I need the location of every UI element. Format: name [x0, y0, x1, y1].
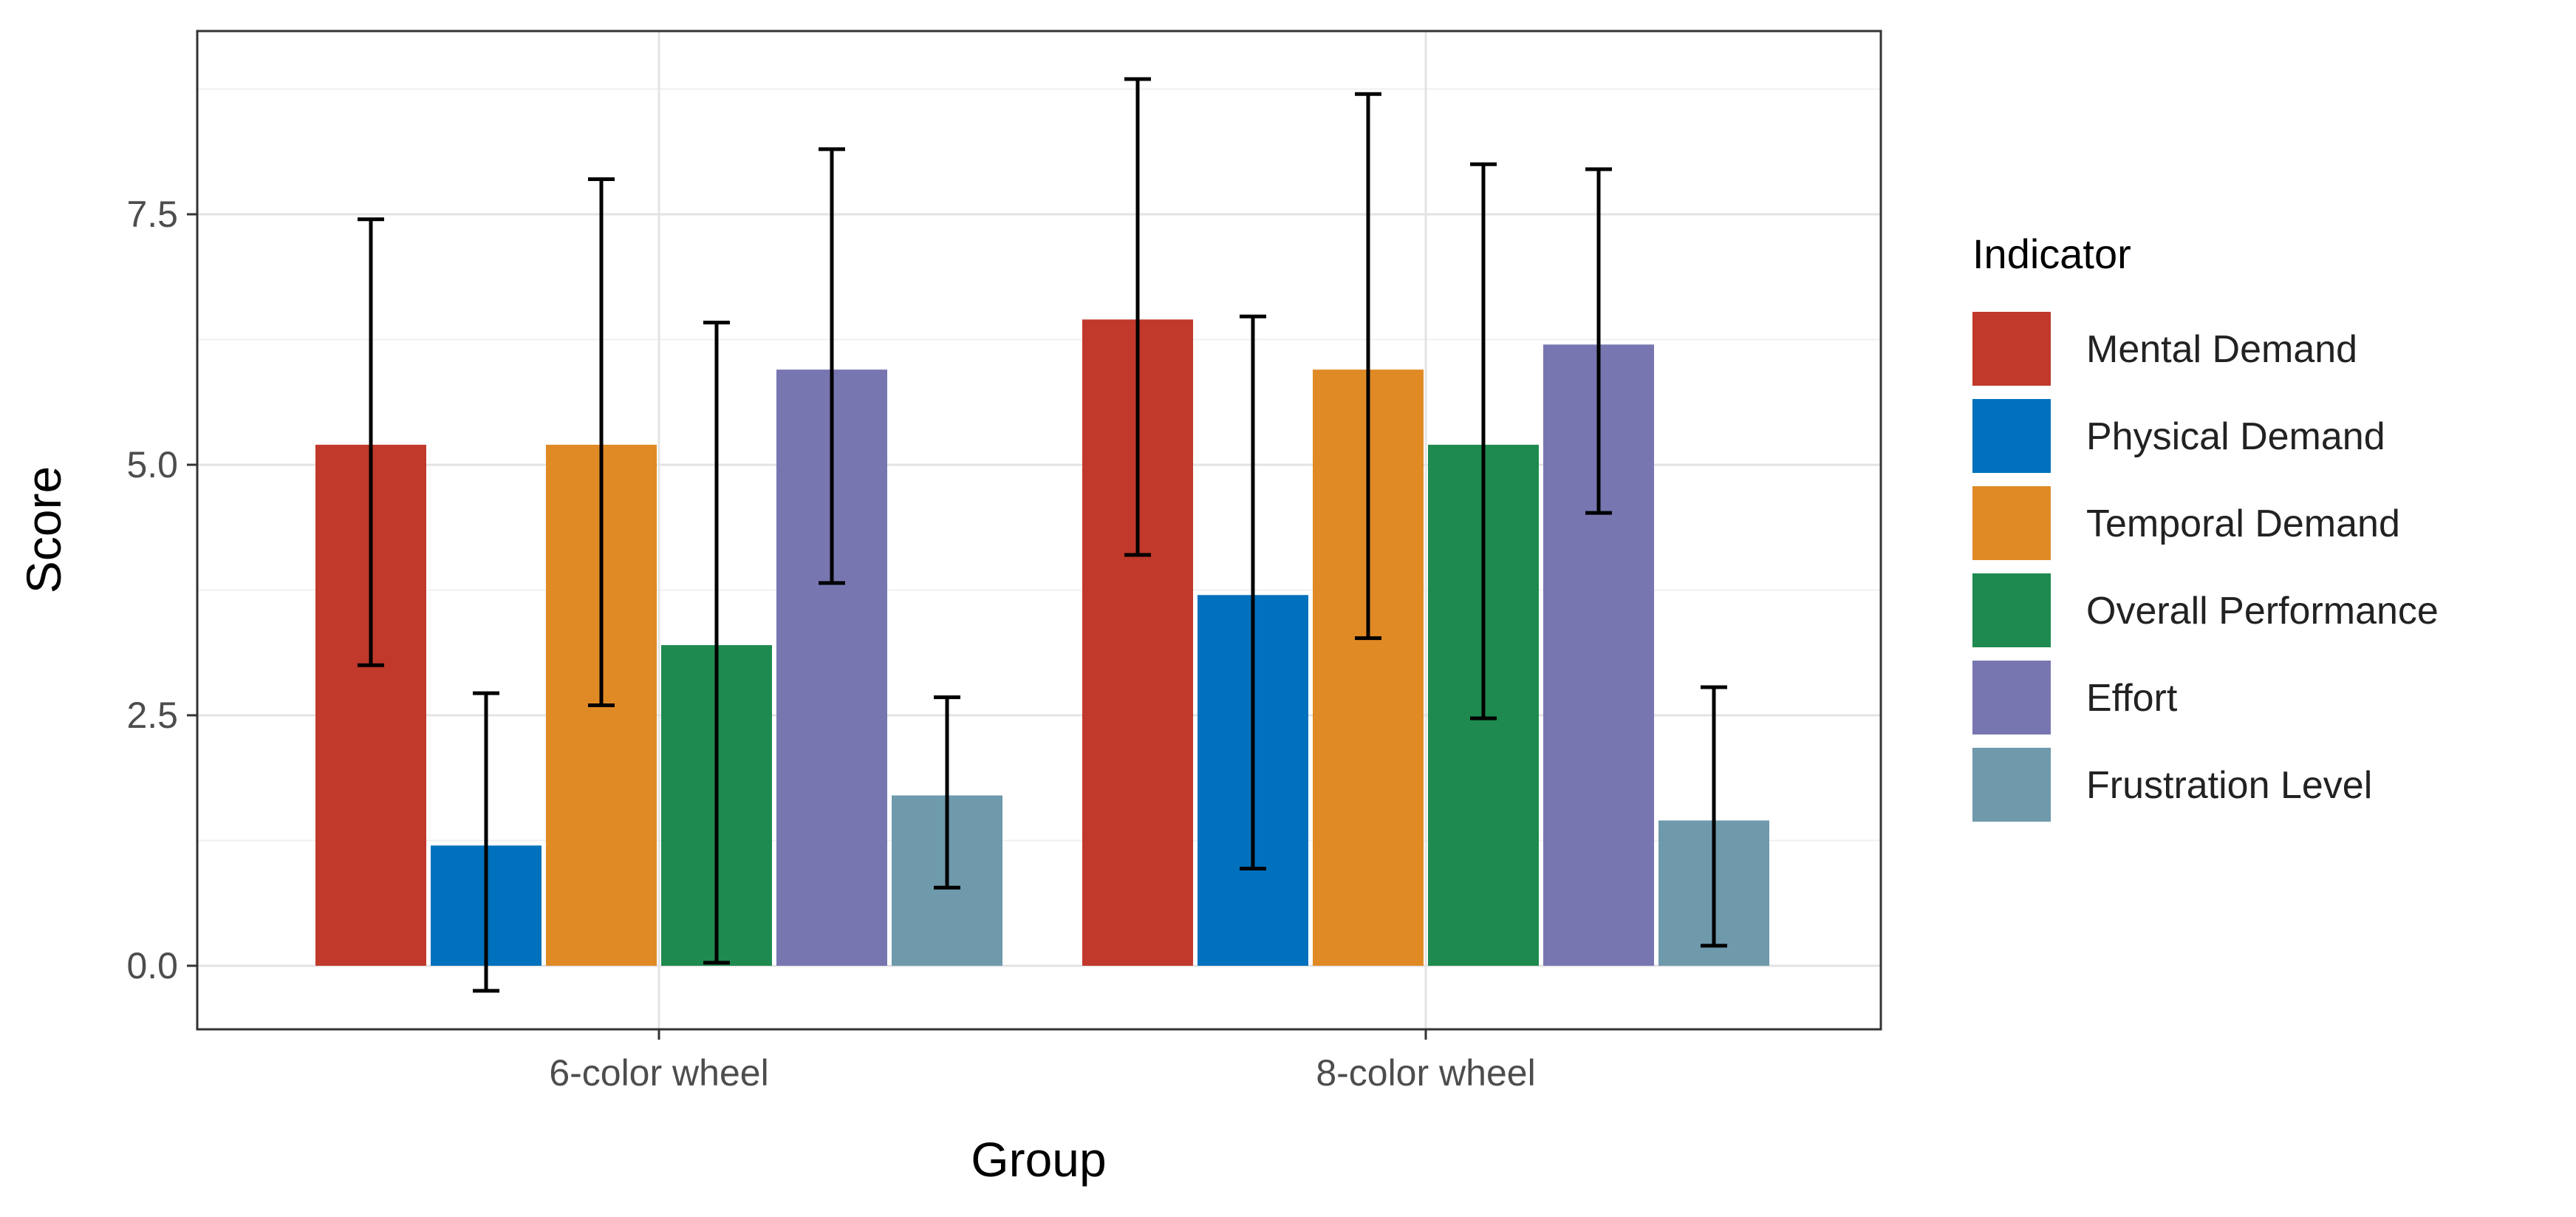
x-axis-title: Group [971, 1132, 1106, 1187]
x-tick-label: 6-color wheel [549, 1052, 768, 1094]
legend-title: Indicator [1972, 231, 2131, 277]
y-tick-label: 7.5 [126, 194, 178, 235]
legend-label-overall-performance: Overall Performance [2086, 590, 2439, 633]
legend-item-temporal-demand: Temporal Demand [1972, 486, 2400, 560]
legend-key-mental-demand [1972, 312, 2051, 386]
legend-key-effort [1972, 661, 2051, 734]
errorbar-overall-performance-1 [703, 320, 730, 965]
legend-item-physical-demand: Physical Demand [1972, 399, 2385, 473]
legend-item-effort: Effort [1972, 661, 2178, 734]
errorbar-physical-demand-1 [473, 691, 499, 993]
y-tick-label: 2.5 [126, 695, 178, 736]
errorbar-overall-performance-2 [1470, 162, 1497, 720]
legend-key-temporal-demand [1972, 486, 2051, 560]
bars-layer [315, 319, 1769, 966]
legend: Indicator Mental Demand Physical Demand Te… [1972, 231, 2439, 822]
legend-label-physical-demand: Physical Demand [2086, 415, 2385, 458]
error-bars-layer [358, 77, 1727, 993]
legend-key-physical-demand [1972, 399, 2051, 473]
errorbar-effort-2 [1585, 167, 1612, 515]
legend-item-overall-performance: Overall Performance [1972, 573, 2439, 647]
errorbar-frustration-level-1 [934, 695, 960, 890]
x-axis: 6-color wheel 8-color wheel [549, 1029, 1536, 1094]
plot-panel-border [196, 30, 1882, 1031]
legend-label-effort: Effort [2086, 677, 2178, 720]
legend-item-frustration-level: Frustration Level [1972, 748, 2372, 822]
x-tick-label: 8-color wheel [1316, 1052, 1535, 1094]
errorbar-temporal-demand-2 [1355, 92, 1381, 641]
errorbar-frustration-level-2 [1701, 685, 1727, 948]
errorbar-mental-demand-1 [358, 217, 384, 667]
errorbar-mental-demand-2 [1124, 77, 1151, 557]
y-tick-label: 5.0 [126, 444, 178, 485]
errorbar-effort-1 [819, 147, 845, 585]
y-tick-label: 0.0 [126, 945, 178, 986]
legend-label-temporal-demand: Temporal Demand [2086, 502, 2400, 545]
errorbar-physical-demand-2 [1240, 314, 1266, 870]
errorbar-temporal-demand-1 [588, 177, 615, 707]
legend-label-mental-demand: Mental Demand [2086, 328, 2357, 371]
legend-key-overall-performance [1972, 573, 2051, 647]
legend-key-frustration-level [1972, 748, 2051, 822]
y-axis: 0.0 2.5 5.0 7.5 [126, 194, 197, 986]
y-axis-title: Score [16, 466, 71, 593]
legend-item-mental-demand: Mental Demand [1972, 312, 2357, 386]
legend-label-frustration-level: Frustration Level [2086, 764, 2372, 807]
